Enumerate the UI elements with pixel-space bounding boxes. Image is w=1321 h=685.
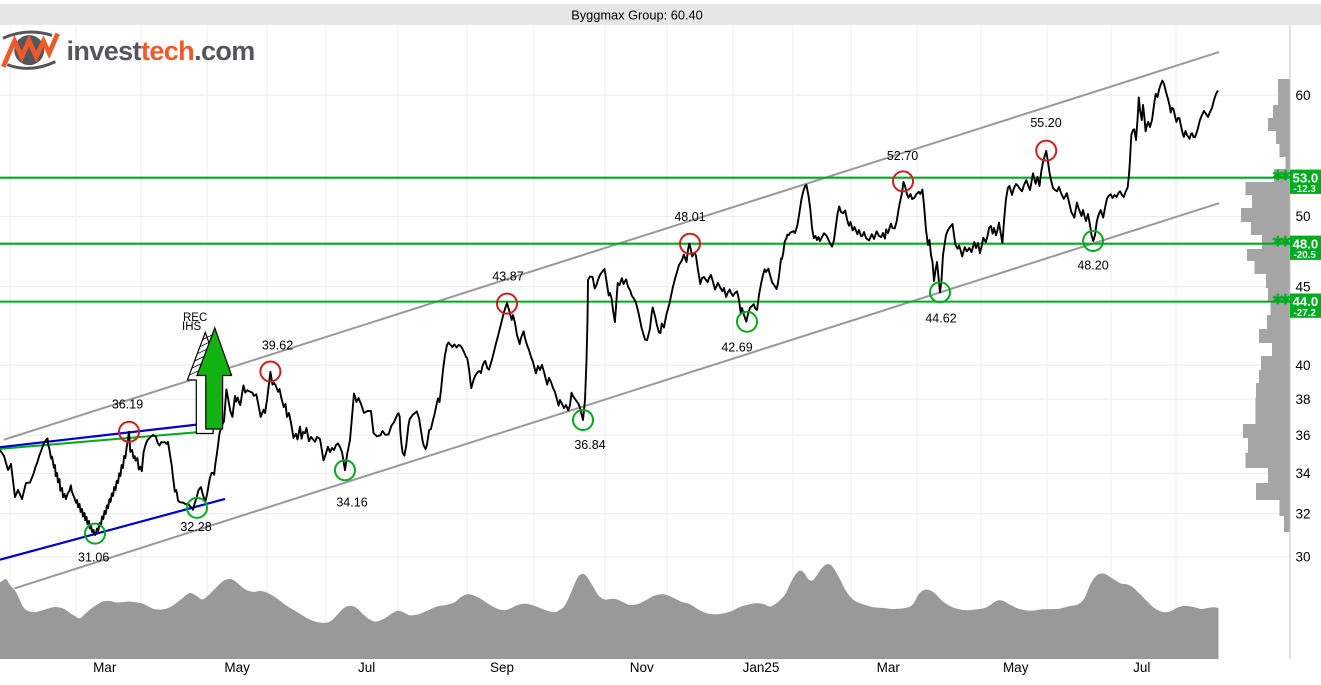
svg-text:Mar: Mar xyxy=(877,660,901,675)
svg-text:53.0: 53.0 xyxy=(1293,170,1319,185)
svg-text:-12.3: -12.3 xyxy=(1294,184,1317,195)
svg-text:investtech.com: investtech.com xyxy=(67,36,255,66)
svg-text:38: 38 xyxy=(1296,392,1311,407)
svg-text:50: 50 xyxy=(1296,209,1311,224)
svg-text:30: 30 xyxy=(1296,549,1311,564)
svg-text:Jul: Jul xyxy=(1133,660,1150,675)
svg-text:43.87: 43.87 xyxy=(492,270,523,284)
svg-text:Byggmax Group: 60.40: Byggmax Group: 60.40 xyxy=(571,8,703,23)
svg-text:48.01: 48.01 xyxy=(674,210,705,224)
svg-text:32: 32 xyxy=(1296,506,1311,521)
svg-text:May: May xyxy=(1003,660,1029,675)
svg-text:-27.2: -27.2 xyxy=(1294,308,1317,319)
svg-text:36: 36 xyxy=(1296,428,1311,443)
svg-text:Sep: Sep xyxy=(490,660,514,675)
svg-text:52.70: 52.70 xyxy=(887,149,918,163)
svg-text:40: 40 xyxy=(1296,358,1311,373)
svg-text:IHS: IHS xyxy=(182,321,202,333)
svg-text:Nov: Nov xyxy=(630,660,654,675)
svg-text:31.06: 31.06 xyxy=(78,551,109,565)
svg-text:60: 60 xyxy=(1296,88,1311,103)
svg-text:48.0: 48.0 xyxy=(1293,236,1319,251)
svg-text:34: 34 xyxy=(1296,466,1312,481)
svg-text:36.19: 36.19 xyxy=(112,398,143,412)
svg-text:39.62: 39.62 xyxy=(262,339,293,353)
svg-text:May: May xyxy=(224,660,250,675)
svg-text:36.84: 36.84 xyxy=(574,438,605,452)
svg-text:55.20: 55.20 xyxy=(1030,116,1061,130)
svg-text:48.20: 48.20 xyxy=(1077,259,1108,273)
svg-text:REC: REC xyxy=(183,312,207,324)
svg-text:Jul: Jul xyxy=(358,660,375,675)
svg-text:34.16: 34.16 xyxy=(336,496,367,510)
svg-text:32.28: 32.28 xyxy=(180,520,211,534)
svg-text:44.0: 44.0 xyxy=(1293,294,1319,309)
svg-text:Mar: Mar xyxy=(93,660,117,675)
svg-text:44.62: 44.62 xyxy=(925,312,956,326)
svg-text:45: 45 xyxy=(1296,279,1311,294)
svg-text:Jan25: Jan25 xyxy=(743,660,780,675)
svg-text:-20.5: -20.5 xyxy=(1294,250,1317,261)
svg-text:42.69: 42.69 xyxy=(721,341,752,355)
